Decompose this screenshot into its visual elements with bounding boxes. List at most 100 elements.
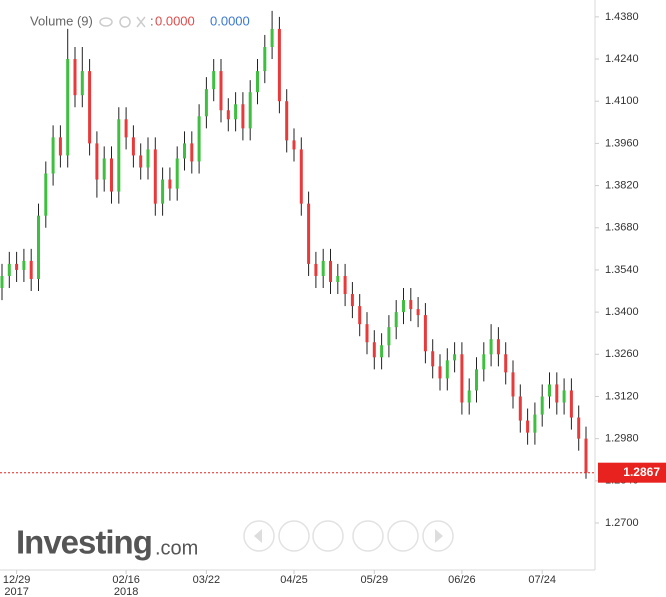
candle-body <box>496 339 500 355</box>
candle-body <box>292 140 296 150</box>
candle-body <box>102 158 106 180</box>
y-tick-label: 1.2980 <box>605 433 639 445</box>
plot: 1.27001.28401.29801.31201.32601.34001.35… <box>0 11 666 597</box>
candle-body <box>234 104 238 120</box>
indicator-icons <box>99 16 146 28</box>
candle-body <box>431 351 435 367</box>
candle-body <box>168 179 172 189</box>
y-tick-label: 1.2700 <box>605 517 639 529</box>
candle-body <box>504 354 508 373</box>
close-icon[interactable] <box>136 16 146 28</box>
candle-body <box>555 384 559 403</box>
candle-body <box>219 71 223 111</box>
x-tick-label: 04/25 <box>280 574 308 586</box>
candle-body <box>256 71 259 93</box>
x-tick-label: 12/29 <box>3 574 31 586</box>
candle-body <box>372 342 376 358</box>
candle-body <box>15 263 19 270</box>
candle-body <box>489 339 493 355</box>
x-tick-label: 03/22 <box>193 574 221 586</box>
candle-body <box>540 396 544 415</box>
candle-body <box>453 354 457 361</box>
toolbar-zoom-out[interactable] <box>312 520 344 552</box>
candle-body <box>124 119 128 138</box>
candle-body <box>0 275 4 289</box>
logo-suffix: .com <box>155 537 198 559</box>
y-tick-label: 1.3260 <box>605 348 639 360</box>
x-tick-label: 06/26 <box>448 574 476 586</box>
candle-body <box>380 345 384 358</box>
candle-body <box>423 315 427 352</box>
indicator-name: Volume (9) <box>30 13 93 28</box>
candle-body <box>533 414 537 433</box>
candle-body <box>95 143 99 180</box>
candle-body <box>241 104 245 129</box>
candle-body <box>161 179 165 204</box>
candle-body <box>204 89 208 117</box>
candle-body <box>37 215 40 279</box>
y-tick-label: 1.3680 <box>605 222 639 234</box>
indicator-value-1: 0.0000 <box>155 13 195 28</box>
candle-body <box>299 149 303 204</box>
candle-body <box>584 438 588 473</box>
toolbar-reset[interactable] <box>387 520 419 552</box>
candle-body <box>365 324 369 343</box>
candle-body <box>307 203 311 264</box>
candle-body <box>321 260 325 276</box>
y-tick-label: 1.3400 <box>605 306 639 318</box>
candle-body <box>438 366 442 379</box>
candle-body <box>88 71 92 144</box>
candle-body <box>153 149 157 204</box>
last-price-label: 1.2867 <box>623 465 660 479</box>
candle-body <box>29 260 33 279</box>
candle-body <box>548 384 551 397</box>
toolbar-zoom-in[interactable] <box>278 520 310 552</box>
y-tick-label: 1.4100 <box>605 95 639 107</box>
logo-brand: Investing <box>16 524 152 561</box>
candle-body <box>482 354 486 370</box>
candle-body <box>358 306 362 325</box>
separator: : <box>150 13 154 28</box>
candle-body <box>577 417 581 439</box>
y-tick-label: 1.3820 <box>605 179 639 191</box>
candle-body <box>58 137 62 156</box>
candle-body <box>146 149 150 168</box>
x-year-label: 2018 <box>114 586 138 597</box>
eye-icon[interactable] <box>99 17 113 27</box>
candle-body <box>110 158 113 192</box>
candle-body <box>569 390 573 418</box>
y-tick-label: 1.3540 <box>605 264 639 276</box>
candle-body <box>518 396 522 421</box>
candle-body <box>80 71 84 96</box>
candle-body <box>402 300 405 313</box>
candle-body <box>467 390 471 403</box>
candle-body <box>387 327 391 346</box>
candle-body <box>197 116 201 162</box>
candle-body <box>51 137 55 174</box>
candle-body <box>409 300 413 310</box>
candle-body <box>183 143 186 159</box>
y-tick-label: 1.3120 <box>605 390 639 402</box>
toolbar-pan[interactable] <box>352 520 384 552</box>
candle-body <box>460 354 464 403</box>
candle-body <box>270 28 274 47</box>
y-tick-label: 1.4380 <box>605 11 639 23</box>
candle-body <box>73 59 77 96</box>
candle-body <box>175 158 179 189</box>
x-year-label: 2017 <box>4 586 28 597</box>
candle-body <box>277 28 281 102</box>
candle-body <box>394 312 398 328</box>
indicator-value-2: 0.0000 <box>210 13 250 28</box>
candle-body <box>336 275 340 282</box>
candle-body <box>285 101 289 141</box>
candle-body <box>212 71 216 90</box>
candle-body <box>22 260 26 270</box>
candle-body <box>139 155 143 168</box>
candle-body <box>416 309 420 316</box>
candle-body <box>329 260 332 282</box>
settings-icon[interactable] <box>119 16 131 28</box>
candle-body <box>263 46 267 72</box>
candle-body <box>190 143 194 162</box>
